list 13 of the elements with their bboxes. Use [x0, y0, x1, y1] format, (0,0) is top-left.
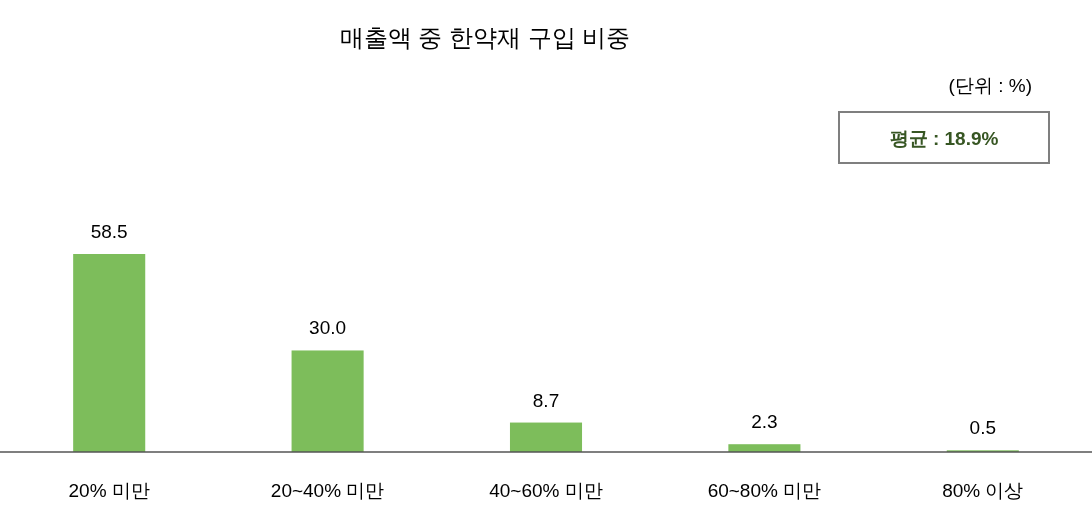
text: 평균 : 18.9%: [889, 128, 999, 149]
chart-title: 매출액 중 한약재 구입 비중: [339, 24, 631, 51]
data-label: 30.0: [309, 317, 347, 339]
data-label: 2.3: [751, 411, 778, 433]
x-tick-label: 40~60% 미만: [489, 480, 603, 501]
x-tick-label: 20% 미만: [68, 480, 150, 501]
data-label: 58.5: [90, 221, 128, 242]
data-label: 8.7: [532, 389, 560, 411]
x-tick-label: 20~40% 미만: [270, 480, 385, 501]
x-tick-label: 60~80% 미만: [707, 480, 822, 501]
x-tick-label: 80% 이상: [942, 480, 1024, 501]
data-label: 0.5: [969, 417, 997, 439]
text: (단위 : %): [948, 75, 1032, 96]
